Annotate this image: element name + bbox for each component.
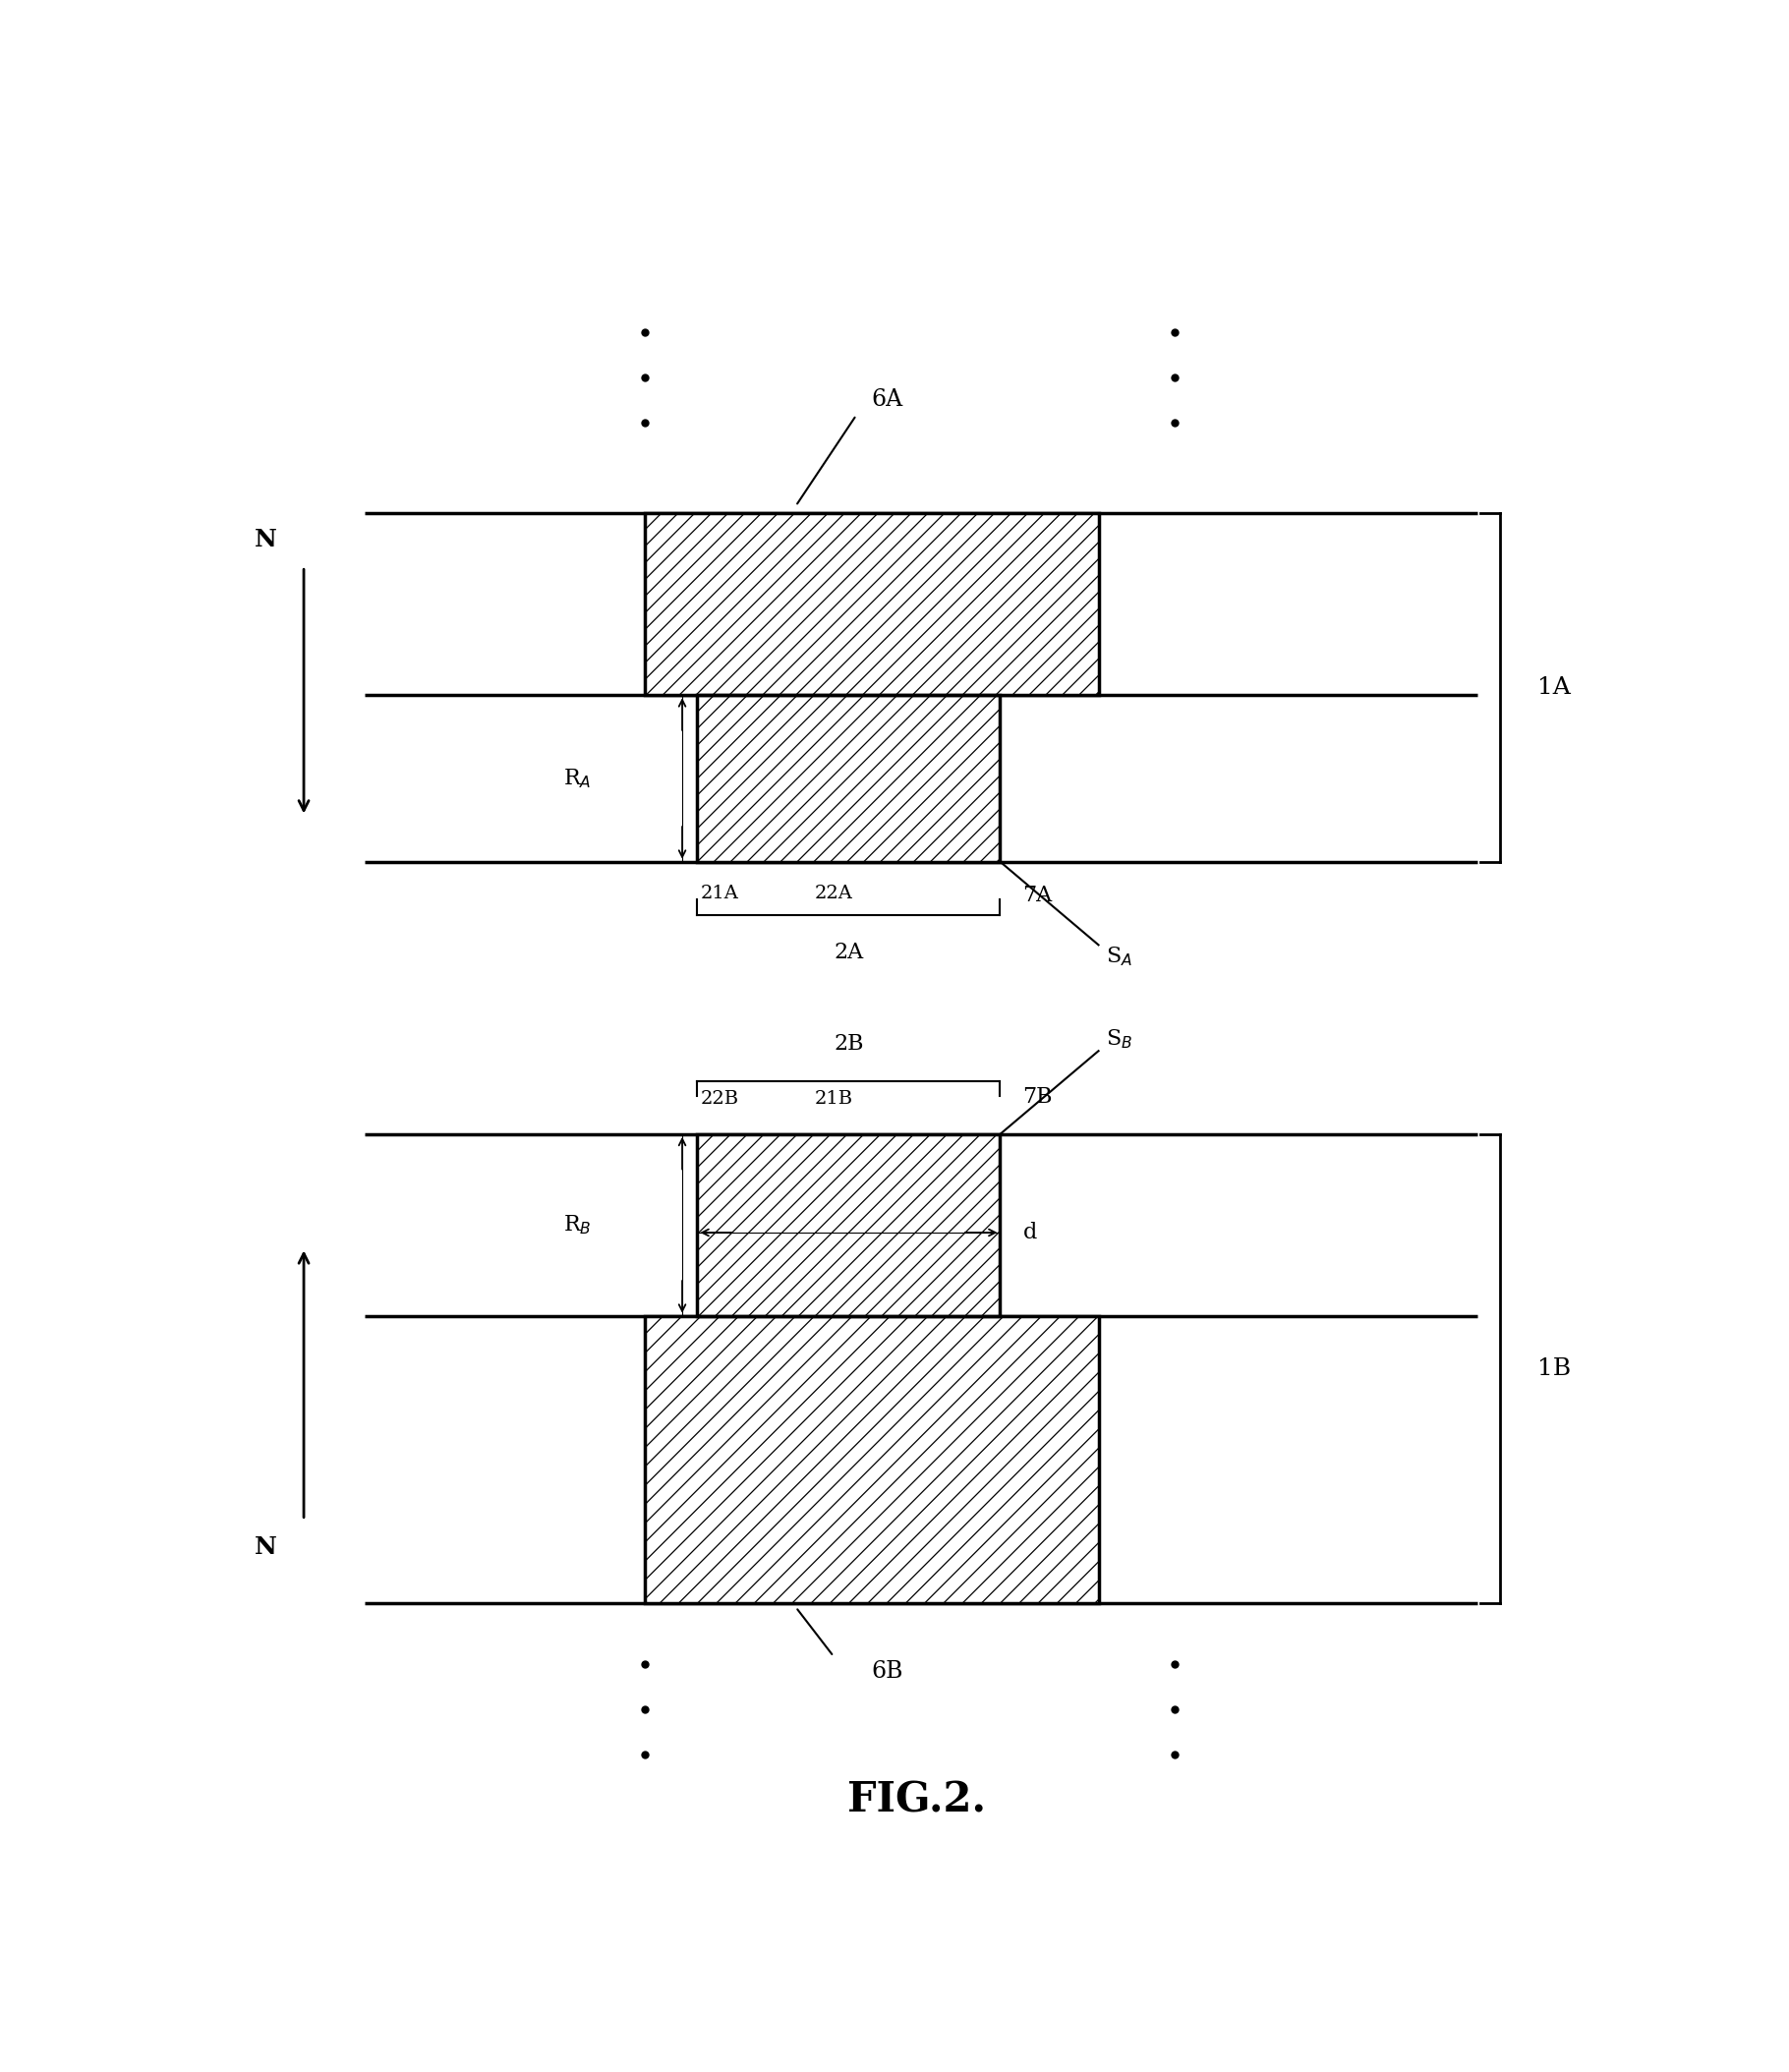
Bar	[644, 1316, 1098, 1604]
Text: 2B: 2B	[834, 1034, 864, 1055]
Text: 6A: 6A	[871, 390, 903, 412]
Text: R$_A$: R$_A$	[564, 767, 592, 789]
Bar	[698, 1133, 1000, 1316]
Text: 1A: 1A	[1537, 675, 1571, 698]
Text: R$_B$: R$_B$	[564, 1214, 592, 1237]
Text: 21B: 21B	[814, 1090, 853, 1109]
Text: 21A: 21A	[701, 885, 739, 901]
Text: 7A: 7A	[1023, 885, 1052, 905]
Bar	[698, 1133, 1000, 1316]
Text: d: d	[1023, 1222, 1038, 1243]
Text: 1B: 1B	[1537, 1357, 1571, 1380]
Text: 22A: 22A	[814, 885, 853, 901]
Bar	[644, 514, 1098, 696]
Text: N: N	[254, 528, 277, 551]
Text: N: N	[254, 1535, 277, 1558]
Bar	[644, 1316, 1098, 1604]
Text: 7B: 7B	[1023, 1086, 1052, 1109]
Text: 6B: 6B	[871, 1660, 903, 1682]
Bar	[698, 696, 1000, 862]
Text: 22B: 22B	[701, 1090, 739, 1109]
Text: FIG.2.: FIG.2.	[848, 1780, 986, 1821]
Bar	[644, 514, 1098, 696]
Text: S$_B$: S$_B$	[1106, 1028, 1132, 1051]
Text: 2A: 2A	[834, 941, 864, 963]
Text: S$_A$: S$_A$	[1106, 945, 1132, 968]
Bar	[698, 696, 1000, 862]
